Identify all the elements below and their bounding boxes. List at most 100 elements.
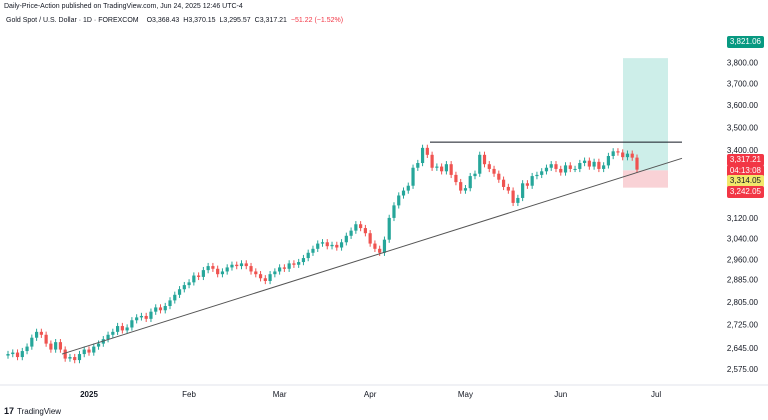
candle-body <box>373 243 377 249</box>
candle-body <box>254 271 258 275</box>
candle-body <box>11 352 15 355</box>
candle-body <box>182 285 186 290</box>
publisher-info: Daily-Price-Action published on TradingV… <box>4 3 243 10</box>
candle-body <box>44 334 48 344</box>
candle-body <box>273 271 277 275</box>
loss-zone <box>623 170 668 188</box>
y-tick-label: 2,575.00 <box>727 365 759 374</box>
long-position-tool[interactable] <box>623 58 668 188</box>
candle-body <box>416 163 420 168</box>
candle-body <box>606 155 611 166</box>
candle-body <box>135 317 139 321</box>
candle-body <box>15 352 20 358</box>
candle-body <box>96 343 101 347</box>
close-value: C3,317.21 <box>254 17 287 24</box>
candle-body <box>301 258 306 263</box>
candle-body <box>487 164 491 169</box>
profit-zone <box>623 58 668 171</box>
candle-body <box>521 183 525 198</box>
tradingview-logo: 17 <box>4 406 15 416</box>
candle-body <box>25 346 29 352</box>
symbol-legend: Gold Spot / U.S. Dollar · 1D · FOREXCOM … <box>6 17 343 24</box>
candle-body <box>287 263 291 269</box>
stop-price-badge: 3,242.05 <box>726 186 764 198</box>
y-tick-label: 3,500.00 <box>727 123 759 132</box>
candle-body <box>187 282 191 286</box>
candle-body <box>578 163 582 169</box>
candle-body <box>168 300 172 307</box>
candle-body <box>435 166 439 168</box>
candle-body <box>444 164 448 172</box>
candle-body <box>282 267 286 269</box>
price-axis[interactable]: 3,900.003,800.003,700.003,600.003,500.00… <box>727 38 759 374</box>
candle-body <box>535 174 539 177</box>
candle-body <box>401 190 406 196</box>
candle-body <box>440 166 444 172</box>
candle-body <box>482 154 487 165</box>
candle-body <box>325 242 329 247</box>
candle-body <box>449 164 453 175</box>
candle-body <box>525 183 530 186</box>
candle-body <box>506 186 510 191</box>
y-tick-label: 2,725.00 <box>727 321 759 330</box>
high-value: H3,370.15 <box>183 17 216 24</box>
candle-body <box>397 195 401 206</box>
candle-body <box>268 274 272 281</box>
candle-body <box>82 349 86 355</box>
candle-body <box>559 168 563 173</box>
candle-body <box>430 154 434 168</box>
candle-body <box>339 242 344 248</box>
candle-body <box>30 337 34 347</box>
candle-body <box>158 307 163 311</box>
time-axis[interactable]: 2025 Feb Mar Apr May Jun Jul <box>80 390 661 399</box>
candle-body <box>192 275 196 283</box>
ohlc-values: O3,368.43 H3,370.15 L3,295.57 C3,317.21 … <box>145 17 343 24</box>
candle-body <box>106 334 110 340</box>
candle-body <box>330 244 334 247</box>
candle-body <box>197 275 201 277</box>
candle-body <box>49 343 53 350</box>
candle-body <box>54 342 58 350</box>
x-tick-label: Apr <box>364 390 377 399</box>
candle-body <box>540 171 544 175</box>
candle-body <box>378 248 382 253</box>
x-tick-label: Mar <box>273 390 287 399</box>
candle-body <box>382 239 387 253</box>
tradingview-brand[interactable]: 17 TradingView <box>4 406 61 416</box>
candle-body <box>144 315 148 319</box>
candle-body <box>63 349 67 359</box>
candle-body <box>406 185 410 191</box>
candle-body <box>387 217 391 240</box>
candle-body <box>111 331 115 335</box>
candle-body <box>306 252 310 259</box>
drawing-lines[interactable] <box>61 141 683 355</box>
candle-body <box>635 157 639 170</box>
candle-body <box>497 173 501 180</box>
candle-body <box>230 264 234 268</box>
candle-body <box>125 327 129 331</box>
candle-body <box>239 263 244 267</box>
y-tick-label: 3,120.00 <box>727 214 759 223</box>
x-tick-label: Feb <box>182 390 196 399</box>
candle-body <box>425 147 429 155</box>
candle-body <box>149 311 153 319</box>
candle-body <box>206 266 210 271</box>
candle-body <box>568 165 572 169</box>
candle-body <box>335 244 339 248</box>
candle-body <box>216 268 220 275</box>
candle-body <box>39 331 43 335</box>
candle-body <box>597 161 601 169</box>
candle-body <box>420 147 425 164</box>
candle-body <box>344 235 348 243</box>
candle-body <box>501 179 506 187</box>
x-tick-label: 2025 <box>80 390 98 399</box>
candle-body <box>573 168 577 170</box>
candle-body <box>73 357 77 361</box>
candle-body <box>20 351 24 358</box>
candle-body <box>311 248 315 253</box>
y-tick-label: 2,645.00 <box>727 344 759 353</box>
candle-body <box>235 264 239 267</box>
candle-body <box>244 263 248 267</box>
candle-body <box>587 160 591 167</box>
